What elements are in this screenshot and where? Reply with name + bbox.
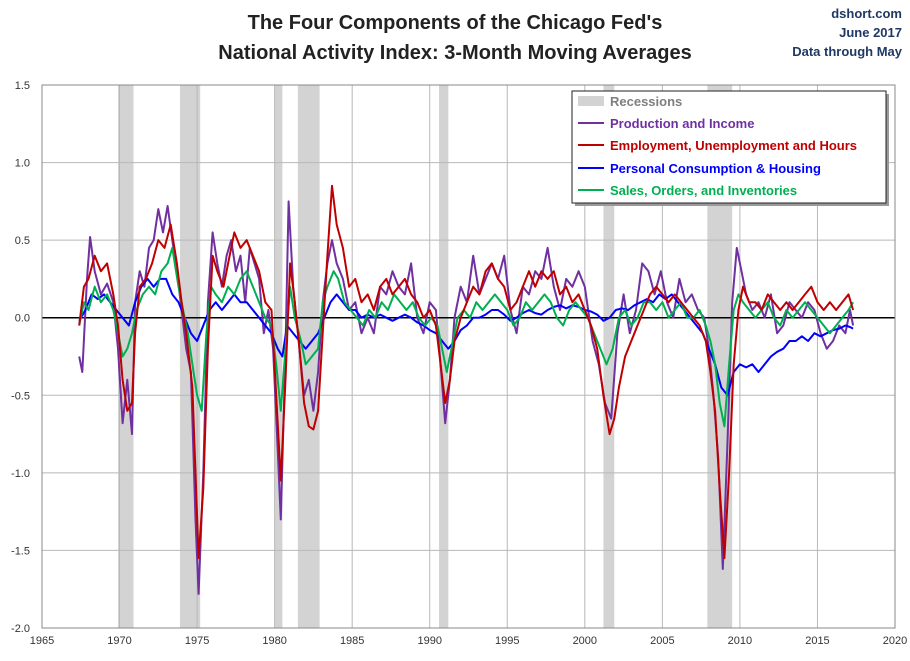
chart-title-line-1: The Four Components of the Chicago Fed's (247, 12, 663, 34)
plot-border (41, 84, 896, 629)
series-lines (78, 184, 855, 595)
source-block: dshort.com June 2017 Data through May (792, 4, 902, 61)
legend-label: Employment, Unemployment and Hours (610, 138, 857, 153)
legend-swatch-recessions (578, 96, 604, 106)
legend-label: Personal Consumption & Housing (610, 161, 821, 176)
x-tick-label: 2000 (573, 635, 597, 647)
x-tick-label: 2020 (883, 635, 907, 647)
source-date: June 2017 (839, 25, 902, 40)
legend: Recessions Production and Income Employmen… (571, 90, 889, 206)
x-tick-label: 1980 (262, 635, 286, 647)
x-tick-label: 1990 (417, 635, 441, 647)
y-tick-label: 1.5 (15, 80, 30, 92)
recession-band (117, 85, 134, 628)
x-tick-label: 1995 (495, 635, 519, 647)
legend-box (571, 90, 887, 204)
x-tick-label: 1985 (340, 635, 364, 647)
x-tick-label: 2010 (728, 635, 752, 647)
series-line (78, 246, 854, 428)
legend-label-recessions: Recessions (610, 94, 682, 109)
x-tick-label: 1970 (107, 635, 131, 647)
legend-label: Sales, Orders, and Inventories (610, 183, 797, 198)
chart-title-line-2: National Activity Index: 3-Month Moving … (218, 42, 692, 64)
x-tick-label: 1965 (30, 635, 54, 647)
y-tick-label: 0.5 (15, 235, 30, 247)
recession-band (274, 85, 283, 628)
tick-labels: 1965 1970 1975 1980 1985 1990 1995 2000 2005 2010… (11, 80, 907, 647)
x-tick-label: 1975 (185, 635, 209, 647)
y-tick-label: -1.0 (11, 468, 30, 480)
source-note: Data through May (792, 44, 902, 59)
x-tick-label: 2005 (650, 635, 674, 647)
x-tick-label: 2015 (805, 635, 829, 647)
legend-label: Production and Income (610, 116, 754, 131)
source-site: dshort.com (831, 6, 902, 21)
y-tick-label: 1.0 (15, 158, 30, 170)
series-line (78, 184, 855, 560)
recession-band (297, 85, 320, 628)
y-tick-label: 0.0 (15, 313, 30, 325)
y-tick-label: -2.0 (11, 623, 30, 635)
chart-title: The Four Components of the Chicago Fed's… (0, 8, 910, 68)
y-tick-label: -1.5 (11, 545, 30, 557)
y-tick-label: -0.5 (11, 390, 30, 402)
